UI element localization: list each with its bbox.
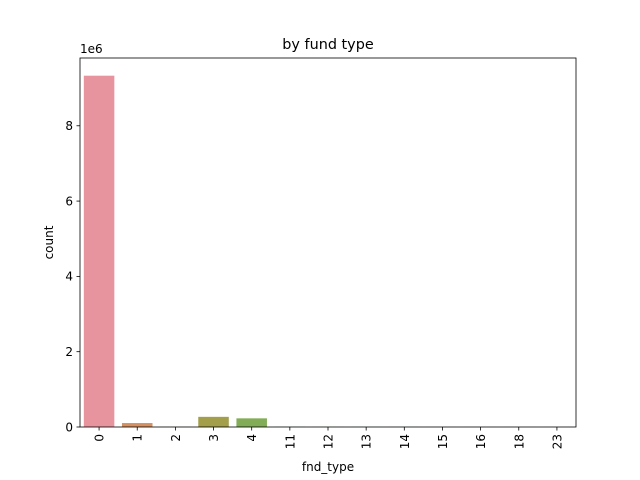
- bar-1: [121, 423, 153, 427]
- x-axis: 0 1 2 3 4 11 12 13 14 15 16 18 23: [93, 427, 564, 449]
- y-axis-label: count: [42, 225, 56, 259]
- y-tick-label: 2: [65, 345, 73, 359]
- bar-4: [236, 418, 267, 427]
- bar-3: [198, 416, 229, 427]
- x-tick-label: 15: [436, 434, 450, 449]
- x-axis-label: fnd_type: [302, 460, 354, 474]
- x-tick-label: 11: [283, 434, 297, 449]
- y-tick-label: 0: [65, 420, 73, 434]
- x-tick-label: 0: [93, 434, 107, 442]
- x-tick-label: 2: [169, 434, 183, 442]
- x-tick-label: 1: [131, 434, 145, 442]
- x-tick-label: 14: [398, 434, 412, 449]
- x-tick-label: 23: [550, 434, 564, 449]
- x-tick-label: 4: [245, 434, 259, 442]
- x-tick-label: 18: [512, 434, 526, 449]
- x-tick-label: 12: [322, 434, 336, 449]
- y-tick-label: 8: [65, 119, 73, 133]
- bar-0: [83, 75, 115, 428]
- y-axis: 0 2 4 6 8: [65, 119, 80, 434]
- y-tick-label: 6: [65, 194, 73, 208]
- y-tick-label: 4: [65, 270, 73, 284]
- chart-title: by fund type: [282, 37, 374, 53]
- x-tick-label: 13: [360, 434, 374, 449]
- y-offset-label: 1e6: [80, 42, 103, 56]
- x-tick-label: 3: [207, 434, 221, 442]
- x-tick-label: 16: [474, 434, 488, 449]
- bars: [83, 75, 573, 428]
